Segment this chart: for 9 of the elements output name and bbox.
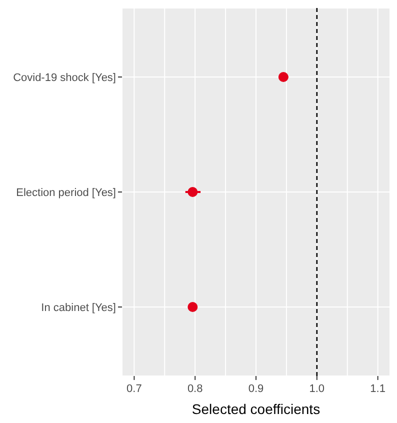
x-tick-label: 1.1: [370, 383, 386, 395]
x-tick-label: 0.7: [126, 383, 142, 395]
y-tick-label: In cabinet [Yes]: [41, 302, 116, 314]
x-tick-label: 0.9: [248, 383, 264, 395]
x-tick-label: 1.0: [309, 383, 325, 395]
x-axis-title: Selected coefficients: [192, 401, 320, 417]
x-tick-label: 0.8: [187, 383, 203, 395]
y-tick-label: Covid-19 shock [Yes]: [13, 72, 116, 84]
y-tick-label: Election period [Yes]: [16, 187, 116, 199]
